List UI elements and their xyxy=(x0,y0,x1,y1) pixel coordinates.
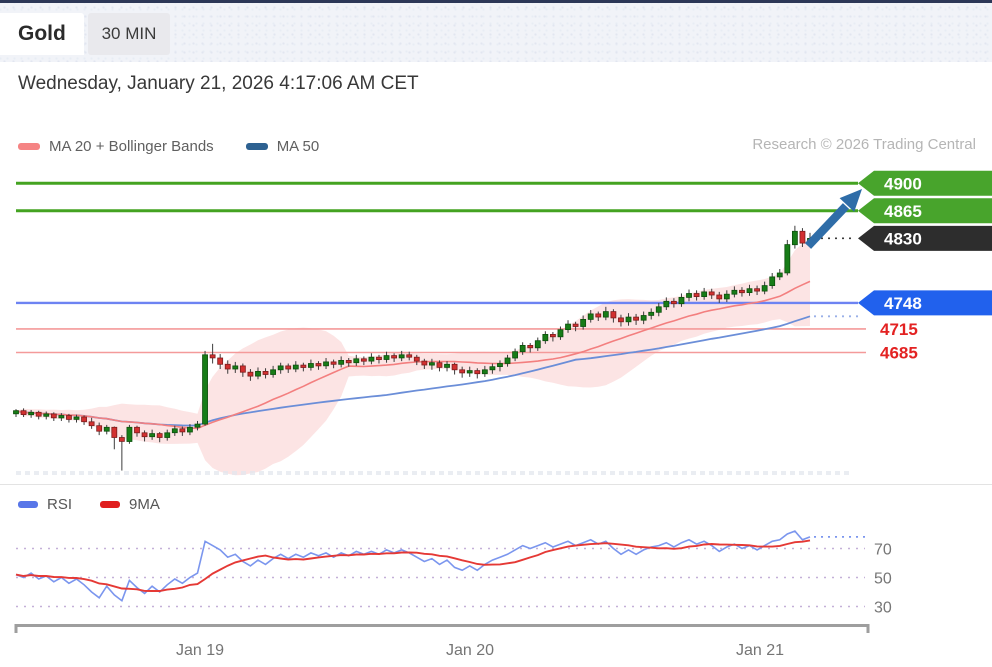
legend-rsi: RSI xyxy=(18,496,72,513)
ma50-label: MA 50 xyxy=(276,138,320,155)
ma50-swatch-icon xyxy=(245,143,268,150)
svg-text:Jan 20: Jan 20 xyxy=(446,642,494,659)
main-chart-legend: MA 20 + Bollinger Bands MA 50 xyxy=(18,138,319,155)
legend-rsi-ma: 9MA xyxy=(100,496,160,513)
ma20-label: MA 20 + Bollinger Bands xyxy=(49,138,214,155)
attribution-text: Research © 2026 Trading Central xyxy=(752,136,976,153)
ma20-swatch-icon xyxy=(18,143,40,150)
legend-ma50: MA 50 xyxy=(245,138,320,155)
rsi-indicator-chart: 70 50 30 Jan 19 Jan 20 Jan 21 xyxy=(14,530,892,659)
watermark-row xyxy=(16,471,852,475)
chart-datetime: Wednesday, January 21, 2026 4:17:06 AM C… xyxy=(18,73,419,94)
header-band: Gold 30 MIN xyxy=(0,3,992,62)
legend-ma20: MA 20 + Bollinger Bands xyxy=(18,138,214,155)
instrument-name: Gold xyxy=(18,22,66,45)
chart-card: Wednesday, January 21, 2026 4:17:06 AM C… xyxy=(0,62,992,667)
svg-text:30: 30 xyxy=(874,600,892,617)
rsi-legend: RSI 9MA xyxy=(18,496,160,513)
main-price-chart: 4900 4865 4830 4748 4715 4685 xyxy=(13,170,992,476)
rsi-label: RSI xyxy=(47,496,73,513)
svg-text:50: 50 xyxy=(874,571,892,588)
svg-text:70: 70 xyxy=(874,542,892,559)
timeframe-chip[interactable]: 30 MIN xyxy=(88,13,170,55)
rsi-ma-swatch-icon xyxy=(100,501,121,508)
rsi-panel-separator xyxy=(0,484,992,485)
rsi-ma-label: 9MA xyxy=(129,496,160,513)
svg-text:4715: 4715 xyxy=(880,320,918,339)
window-top-border xyxy=(0,0,992,3)
rsi-swatch-icon xyxy=(18,501,38,508)
svg-text:Jan 19: Jan 19 xyxy=(176,642,224,659)
svg-text:4830: 4830 xyxy=(884,229,922,248)
svg-text:4865: 4865 xyxy=(884,202,922,221)
timeframe-label: 30 MIN xyxy=(101,24,157,43)
svg-text:Jan 21: Jan 21 xyxy=(736,642,784,659)
svg-text:4748: 4748 xyxy=(884,294,922,313)
instrument-title: Gold xyxy=(0,13,84,55)
svg-text:4685: 4685 xyxy=(880,343,918,362)
svg-text:4900: 4900 xyxy=(884,174,922,193)
